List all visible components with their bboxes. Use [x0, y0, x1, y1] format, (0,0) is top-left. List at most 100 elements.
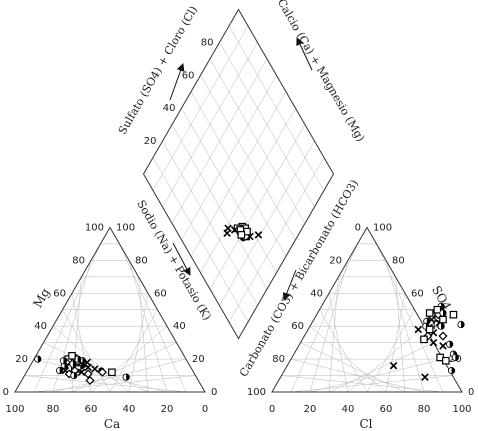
direction-arrow	[172, 242, 191, 276]
anion-point	[442, 356, 450, 365]
diamond-grid-line	[209, 58, 306, 224]
left-right-edge-tick-label: 40	[173, 321, 186, 332]
diamond-grid-line	[152, 25, 249, 191]
left-side-tick-label: 20	[15, 354, 28, 365]
diamond-grid-line	[181, 75, 277, 240]
diamond-grid-line	[171, 58, 268, 224]
anion-point	[414, 325, 423, 334]
anion-point	[439, 315, 447, 324]
anion-point	[421, 373, 429, 381]
left-base-tick-label: 100	[5, 404, 24, 415]
anion-point	[451, 353, 459, 362]
right-left-edge-tick-label: 0	[355, 222, 361, 233]
diamond-tick-label: 80	[201, 37, 214, 48]
right-grid-line	[385, 293, 406, 393]
right-grid-line	[376, 243, 444, 393]
cation-point	[108, 368, 116, 377]
right-grid-line	[300, 342, 406, 393]
diamond-grid-line	[200, 75, 296, 240]
left-right-edge-tick-label: 20	[192, 354, 205, 365]
left-grid-line	[33, 358, 168, 393]
anion-point	[427, 315, 436, 324]
left-base-tick-label: 20	[161, 404, 174, 415]
cation-point	[97, 367, 107, 377]
left-grid-line	[109, 309, 158, 393]
anion-point	[429, 338, 438, 347]
left-side-tick-label: 80	[72, 255, 85, 266]
left-side-tick-label: 40	[34, 321, 47, 332]
cation-point	[68, 352, 76, 360]
anion-point	[439, 342, 447, 350]
right-left-edge-tick-label: 20	[329, 255, 342, 266]
data-points	[34, 222, 465, 386]
left-grid-line	[128, 260, 168, 393]
right-left-edge-tick-label: 40	[310, 288, 323, 299]
anion-point	[446, 340, 454, 348]
cation-point	[85, 375, 95, 386]
direction-arrow	[169, 63, 185, 101]
cation-point	[83, 369, 93, 379]
right-side-tick-label: 60	[411, 288, 424, 299]
diamond-point	[237, 231, 246, 239]
right-grid-line	[319, 309, 368, 393]
right-grid-line	[395, 276, 406, 393]
left-right-edge-tick-label: 80	[135, 255, 148, 266]
anion-point	[439, 309, 447, 317]
cation-point	[70, 371, 78, 380]
diamond-grid-line	[219, 42, 315, 208]
anion-point	[420, 335, 428, 344]
diamond-upper-right-label: Calcio (Ca) + Magnesio (Mg)	[275, 0, 368, 144]
anion-point	[389, 361, 398, 370]
left-right-edge-tick-label: 100	[116, 222, 135, 233]
right-side-tick-label: 100	[373, 222, 392, 233]
anion-point	[457, 320, 465, 329]
direction-arrow	[296, 37, 313, 71]
anion-point	[433, 305, 442, 314]
direction-arrows	[169, 37, 313, 301]
left-side-tick-label: 60	[53, 288, 66, 299]
diamond-outline	[142, 8, 335, 340]
anion-point	[425, 325, 434, 334]
diamond-tick-label: 60	[182, 70, 195, 81]
cation-point	[74, 355, 82, 363]
diamond-point	[223, 229, 231, 237]
right-triangle-base-label: Cl	[359, 417, 372, 431]
right-side-tick-label: 80	[392, 255, 405, 266]
cation-point	[59, 357, 68, 365]
grid-lines	[24, 25, 453, 393]
left-grid-line	[52, 325, 130, 393]
cation-point	[122, 373, 130, 381]
right-base-tick-label: 100	[452, 404, 471, 415]
left-right-edge-tick-label: 60	[154, 288, 167, 299]
left-base-tick-label: 0	[202, 404, 208, 415]
right-left-edge-tick-label: 80	[272, 354, 285, 365]
anion-point	[425, 309, 434, 317]
left-grid-line	[24, 375, 187, 393]
left-side-tick-label: 0	[3, 387, 9, 398]
left-grid-line	[128, 293, 149, 393]
left-right-edge-tick-label: 0	[211, 387, 217, 398]
left-grid-line	[138, 276, 149, 393]
left-side-tick-label: 100	[85, 222, 104, 233]
diamond-point	[254, 231, 263, 239]
right-grid-line	[385, 260, 425, 393]
cation-point	[56, 367, 64, 375]
direction-arrow	[282, 269, 297, 301]
right-base-tick-label: 80	[418, 404, 431, 415]
left-triangle-side-label: Mg	[30, 286, 52, 311]
left-grid-line	[62, 309, 111, 393]
right-left-edge-tick-label: 100	[247, 387, 266, 398]
right-base-tick-label: 20	[304, 404, 317, 415]
anion-point	[437, 322, 445, 330]
anion-point	[447, 367, 456, 375]
plot-outlines	[14, 8, 463, 393]
cation-point	[69, 360, 77, 368]
right-triangle-outline	[271, 226, 463, 393]
diamond-grid-line	[162, 42, 258, 208]
diamond-tick-label: 40	[163, 103, 176, 114]
right-grid-line	[281, 375, 444, 393]
left-base-tick-label: 60	[85, 404, 98, 415]
cation-point	[84, 363, 92, 372]
left-triangle-outline	[14, 226, 206, 393]
